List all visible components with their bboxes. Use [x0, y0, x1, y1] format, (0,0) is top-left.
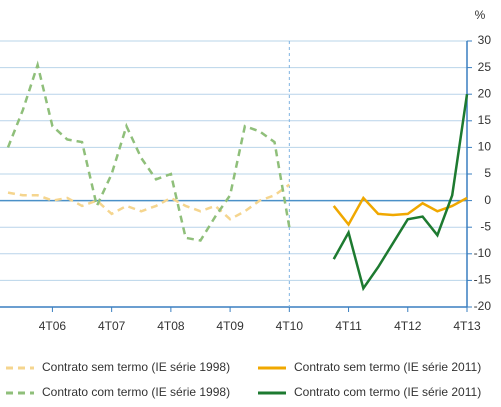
y-tick-label: -15: [474, 273, 492, 287]
x-tick-label: 4T13: [453, 319, 481, 333]
x-tick-label: 4T09: [216, 319, 244, 333]
y-tick-label: 10: [478, 140, 492, 154]
x-tick-label: 4T06: [39, 319, 67, 333]
y-tick-label: 5: [484, 166, 491, 180]
y-tick-label: -5: [480, 219, 491, 233]
legend-label: Contrato sem termo (IE série 2011): [294, 360, 481, 374]
x-tick-label: 4T08: [157, 319, 185, 333]
y-tick-label: -20: [474, 299, 492, 313]
y-tick-label: 25: [478, 60, 492, 74]
y-tick-label: 0: [484, 193, 491, 207]
y-tick-label: -10: [474, 246, 492, 260]
x-tick-label: 4T07: [98, 319, 126, 333]
x-tick-label: 4T12: [394, 319, 422, 333]
series-line: [7, 183, 291, 221]
series-line: [332, 94, 469, 292]
series-line: [6, 60, 291, 242]
legend-label: Contrato com termo (IE série 1998): [42, 385, 230, 399]
y-tick-label: 15: [478, 113, 492, 127]
x-tick-label: 4T11: [335, 319, 362, 333]
x-tick-label: 4T10: [276, 319, 304, 333]
y-tick-label: 20: [478, 86, 492, 100]
y-tick-label: 30: [478, 33, 492, 47]
legend-label: Contrato com termo (IE série 2011): [294, 385, 481, 399]
y-unit: %: [475, 8, 486, 22]
series-line: [332, 195, 468, 227]
legend-label: Contrato sem termo (IE série 1998): [42, 360, 230, 374]
